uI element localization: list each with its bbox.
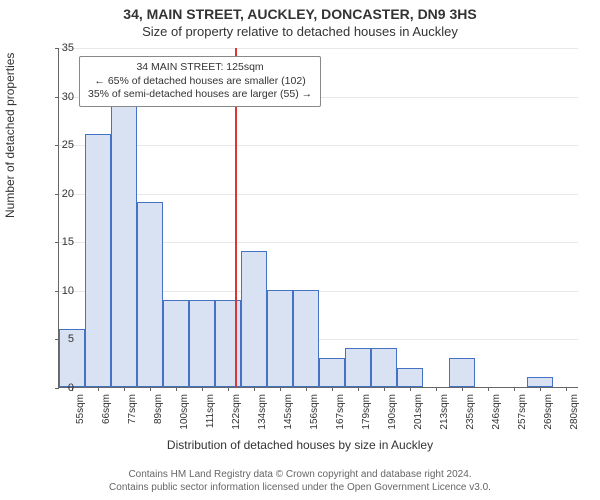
x-tick-label: 145sqm [283, 394, 294, 430]
histogram-bar [397, 368, 423, 387]
x-tick-mark [280, 387, 281, 391]
histogram-bar [215, 300, 241, 387]
histogram-bar [267, 290, 293, 387]
x-tick-label: 246sqm [491, 394, 502, 430]
x-tick-mark [436, 387, 437, 391]
y-tick-label: 30 [44, 91, 74, 103]
y-tick-label: 20 [44, 188, 74, 200]
x-tick-mark [462, 387, 463, 391]
x-tick-mark [332, 387, 333, 391]
histogram-bar [319, 358, 345, 387]
histogram-bar [189, 300, 215, 387]
x-tick-mark [124, 387, 125, 391]
x-tick-mark [176, 387, 177, 391]
x-tick-label: 280sqm [569, 394, 580, 430]
y-tick-label: 15 [44, 236, 74, 248]
x-tick-label: 134sqm [257, 394, 268, 430]
x-tick-label: 167sqm [335, 394, 346, 430]
y-tick-label: 35 [44, 42, 74, 54]
x-tick-mark [202, 387, 203, 391]
footer-line-1: Contains HM Land Registry data © Crown c… [0, 468, 600, 481]
annotation-line: 34 MAIN STREET: 125sqm [88, 61, 312, 75]
annotation-line: 35% of semi-detached houses are larger (… [88, 88, 312, 102]
x-tick-mark [98, 387, 99, 391]
y-tick-label: 10 [44, 285, 74, 297]
x-tick-label: 122sqm [231, 394, 242, 430]
x-tick-label: 89sqm [153, 394, 164, 424]
x-tick-mark [384, 387, 385, 391]
annotation-box: 34 MAIN STREET: 125sqm← 65% of detached … [79, 56, 321, 107]
gridline [59, 48, 578, 49]
footer-line-2: Contains public sector information licen… [0, 481, 600, 494]
chart-title: 34, MAIN STREET, AUCKLEY, DONCASTER, DN9… [0, 6, 600, 22]
x-tick-mark [254, 387, 255, 391]
histogram-bar [85, 134, 111, 387]
plot-area: 34 MAIN STREET: 125sqm← 65% of detached … [58, 48, 578, 388]
y-tick-label: 5 [44, 333, 74, 345]
x-tick-label: 55sqm [75, 394, 86, 424]
x-tick-mark [228, 387, 229, 391]
histogram-bar [527, 377, 553, 387]
histogram-bar [371, 348, 397, 387]
histogram-bar [345, 348, 371, 387]
x-tick-label: 66sqm [101, 394, 112, 424]
x-tick-label: 235sqm [465, 394, 476, 430]
x-tick-label: 156sqm [309, 394, 320, 430]
x-tick-label: 111sqm [205, 394, 216, 428]
x-tick-mark [306, 387, 307, 391]
x-axis-label: Distribution of detached houses by size … [0, 438, 600, 452]
x-tick-label: 100sqm [179, 394, 190, 430]
x-tick-label: 190sqm [387, 394, 398, 430]
x-tick-mark [566, 387, 567, 391]
x-tick-mark [150, 387, 151, 391]
x-tick-label: 77sqm [127, 394, 138, 424]
histogram-bar [293, 290, 319, 387]
x-tick-mark [540, 387, 541, 391]
x-tick-mark [488, 387, 489, 391]
x-tick-label: 257sqm [517, 394, 528, 430]
x-tick-label: 201sqm [413, 394, 424, 430]
x-tick-mark [514, 387, 515, 391]
x-tick-label: 213sqm [439, 394, 450, 430]
chart-subtitle: Size of property relative to detached ho… [0, 24, 600, 39]
y-axis-label: Number of detached properties [3, 53, 17, 218]
annotation-line: ← 65% of detached houses are smaller (10… [88, 75, 312, 89]
x-tick-label: 179sqm [361, 394, 372, 430]
footer-attribution: Contains HM Land Registry data © Crown c… [0, 468, 600, 494]
histogram-bar [111, 105, 137, 387]
y-tick-label: 0 [44, 382, 74, 394]
chart-container: 34, MAIN STREET, AUCKLEY, DONCASTER, DN9… [0, 0, 600, 500]
histogram-bar [241, 251, 267, 387]
x-tick-label: 269sqm [543, 394, 554, 430]
histogram-bar [163, 300, 189, 387]
histogram-bar [449, 358, 475, 387]
y-tick-label: 25 [44, 139, 74, 151]
x-tick-mark [410, 387, 411, 391]
x-tick-mark [358, 387, 359, 391]
histogram-bar [137, 202, 163, 387]
